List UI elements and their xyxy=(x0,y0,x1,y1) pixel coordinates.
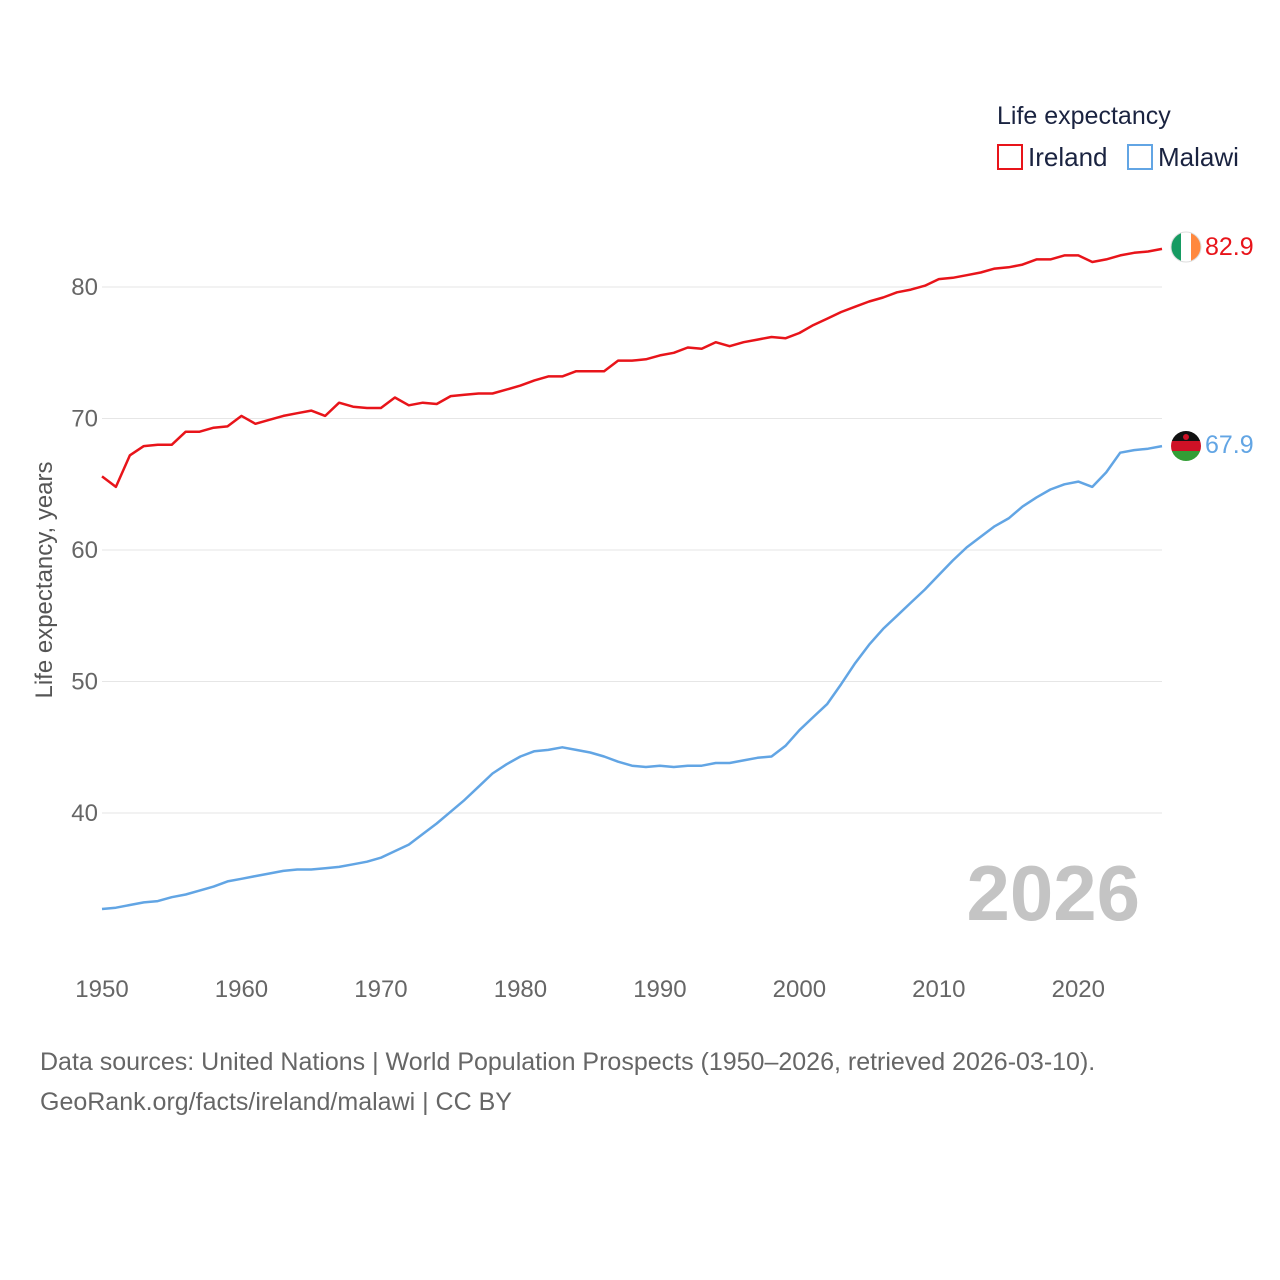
y-axis-ticks: 40 50 60 70 80 xyxy=(71,274,98,827)
x-tick-1980: 1980 xyxy=(494,976,547,1003)
legend-title: Life expectancy xyxy=(997,102,1171,130)
line-chart: 40 50 60 70 80 1950 1960 1970 1980 1990 2000 2010 2… xyxy=(31,102,1254,1003)
grid-lines xyxy=(102,286,1162,814)
y-tick-60: 60 xyxy=(71,537,98,564)
y-axis-label: Life expectancy, years xyxy=(31,461,58,698)
legend-label-malawi[interactable]: Malawi xyxy=(1158,142,1239,172)
source-line-2[interactable]: GeoRank.org/facts/ireland/malawi | CC BY xyxy=(40,1088,512,1116)
source-note: Data sources: United Nations | World Pop… xyxy=(40,1042,1095,1122)
series-lines xyxy=(101,247,1163,911)
malawi-flag-icon xyxy=(1171,431,1201,461)
x-tick-1970: 1970 xyxy=(354,976,407,1003)
x-tick-1990: 1990 xyxy=(633,976,686,1003)
y-tick-50: 50 xyxy=(71,669,98,696)
series-line-malawi[interactable] xyxy=(101,444,1163,911)
source-line-1: Data sources: United Nations | World Pop… xyxy=(40,1048,1096,1076)
x-tick-2010: 2010 xyxy=(912,976,965,1003)
legend-swatch-malawi[interactable] xyxy=(1127,144,1153,170)
x-tick-1950: 1950 xyxy=(75,976,128,1003)
legend-swatch-ireland[interactable] xyxy=(997,144,1023,170)
y-tick-80: 80 xyxy=(71,274,98,301)
current-year-label: 2026 xyxy=(966,849,1140,937)
x-tick-2000: 2000 xyxy=(773,976,826,1003)
y-tick-70: 70 xyxy=(71,406,98,433)
malawi-end-value: 67.9 xyxy=(1205,431,1254,459)
x-tick-1960: 1960 xyxy=(215,976,268,1003)
x-axis-ticks: 1950 1960 1970 1980 1990 2000 2010 2020 xyxy=(75,976,1105,1003)
x-tick-2020: 2020 xyxy=(1052,976,1105,1003)
ireland-flag-icon xyxy=(1171,232,1201,262)
ireland-end-value: 82.9 xyxy=(1205,233,1254,261)
legend-label-ireland[interactable]: Ireland xyxy=(1028,142,1108,172)
y-tick-40: 40 xyxy=(71,800,98,827)
series-line-ireland[interactable] xyxy=(101,247,1163,489)
legend: Life expectancy Ireland Malawi xyxy=(997,102,1239,172)
